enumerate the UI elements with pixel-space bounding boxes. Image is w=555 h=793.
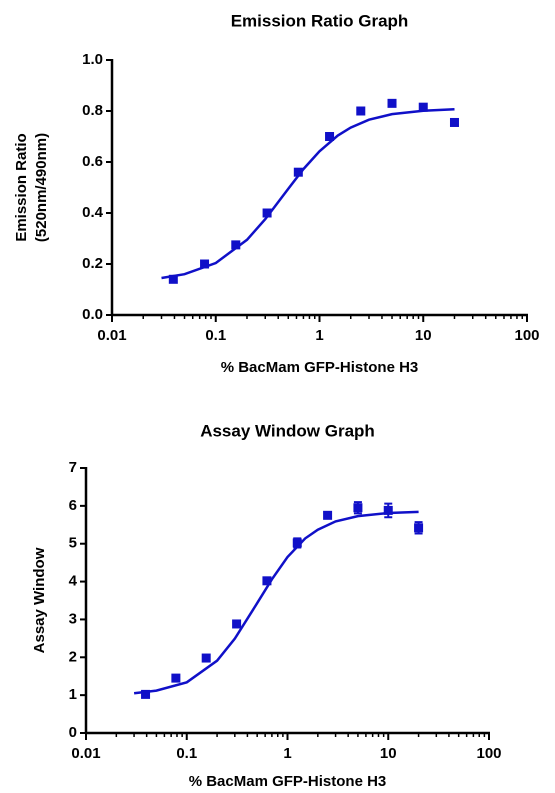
data-point xyxy=(262,208,272,218)
y-tick-label: 0 xyxy=(69,724,77,741)
y-axis-label: Emission Ratio xyxy=(13,133,30,241)
y-tick-label: 1 xyxy=(69,686,77,703)
chart-title: Emission Ratio Graph xyxy=(231,11,409,30)
y-tick-label: 0.8 xyxy=(82,102,103,119)
data-point xyxy=(168,274,178,284)
chart-title: Assay Window Graph xyxy=(200,421,375,440)
data-point xyxy=(414,523,424,533)
y-tick-label: 0.2 xyxy=(82,255,103,272)
data-point xyxy=(323,510,333,520)
y-tick-label: 7 xyxy=(69,459,77,476)
data-point xyxy=(232,619,242,629)
data-point xyxy=(292,538,302,548)
data-point xyxy=(231,240,241,250)
y-tick-label: 0.6 xyxy=(82,153,103,170)
x-tick-label: 0.1 xyxy=(205,327,226,344)
x-tick-label: 0.1 xyxy=(176,745,197,762)
data-point xyxy=(418,102,428,112)
x-tick-label: 0.01 xyxy=(71,745,100,762)
fit-curve xyxy=(133,510,419,695)
data-point xyxy=(387,98,397,108)
y-axis-label: (520nm/490nm) xyxy=(33,133,50,242)
y-tick-label: 3 xyxy=(69,610,77,627)
data-point xyxy=(356,106,366,116)
y-tick-label: 2 xyxy=(69,648,77,665)
x-tick-label: 0.01 xyxy=(97,327,126,344)
y-tick-label: 4 xyxy=(69,573,78,590)
x-tick-label: 10 xyxy=(380,745,397,762)
data-point xyxy=(449,117,459,127)
data-point xyxy=(353,503,363,513)
y-axis-label: Assay Window xyxy=(31,547,48,653)
data-point xyxy=(171,673,181,683)
data-point xyxy=(383,505,393,515)
data-point xyxy=(201,653,211,663)
data-point xyxy=(141,689,151,699)
y-tick-label: 0.0 xyxy=(82,306,103,323)
x-tick-label: 10 xyxy=(415,327,432,344)
x-tick-label: 1 xyxy=(283,745,291,762)
x-tick-label: 1 xyxy=(315,327,323,344)
x-axis-label: % BacMam GFP-Histone H3 xyxy=(221,359,419,376)
data-point xyxy=(325,132,335,141)
y-tick-label: 5 xyxy=(69,535,77,552)
x-axis-label: % BacMam GFP-Histone H3 xyxy=(189,773,387,790)
y-tick-label: 0.4 xyxy=(82,204,104,221)
data-point xyxy=(293,167,303,177)
data-point xyxy=(262,576,272,586)
fit-curve xyxy=(161,107,455,280)
y-tick-label: 6 xyxy=(69,497,77,514)
data-point xyxy=(200,259,210,269)
x-tick-label: 100 xyxy=(514,327,539,344)
y-tick-label: 1.0 xyxy=(82,51,103,68)
x-tick-label: 100 xyxy=(476,745,501,762)
